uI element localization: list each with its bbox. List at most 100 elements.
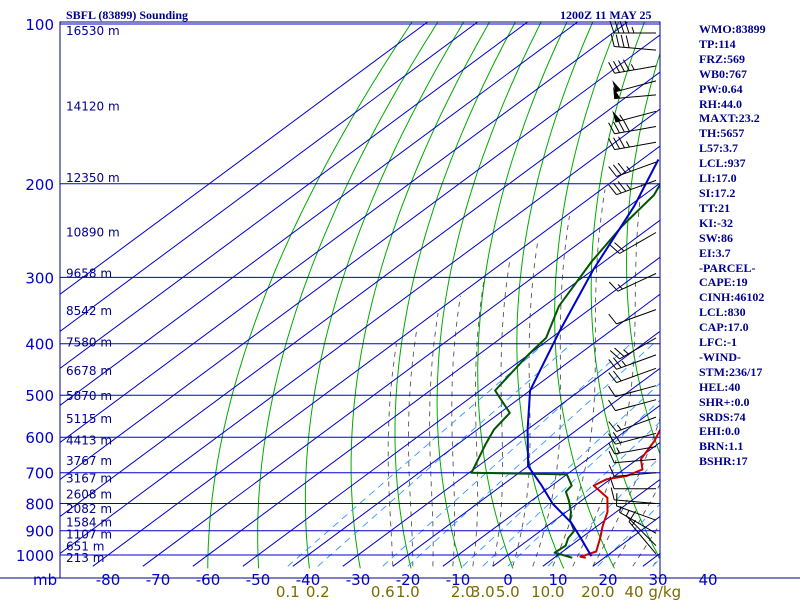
stat-item: LCL:937 [699, 156, 746, 171]
mixing-ratio-label: 1.0 [396, 583, 420, 600]
wind-barb-flag [608, 421, 617, 432]
wind-barb-flag [608, 450, 615, 464]
wind-barb [609, 476, 656, 490]
wind-barb-flag [614, 20, 620, 34]
stat-item: TP:114 [699, 36, 736, 51]
mixing-ratio-label: 10.0 [531, 583, 564, 600]
isotherm-line [60, 22, 529, 369]
wind-barb-staff [616, 161, 657, 177]
temperature-tick-label: -70 [146, 571, 171, 589]
moist-adiabat-line [552, 189, 606, 567]
temperature-line [579, 427, 660, 559]
wind-barb-flag [613, 137, 621, 149]
height-label: 2608 m [66, 488, 112, 502]
stat-item: STM:236/17 [699, 364, 763, 379]
isotherm-line [60, 22, 479, 332]
wind-barb-flag [620, 34, 625, 48]
wind-barb-halfflag [626, 166, 631, 172]
wind-barb-staff [616, 354, 657, 370]
wind-barb [609, 232, 657, 254]
wind-barb-halfflag [626, 184, 631, 190]
stat-item: WMO:83899 [699, 22, 766, 36]
height-label: 3767 m [66, 454, 112, 468]
height-label: 16530 m [66, 24, 120, 38]
wind-barb-flag [609, 476, 615, 489]
stat-item: RH:44.0 [699, 96, 742, 111]
wind-barb-staff [614, 46, 657, 51]
wind-barb-flag [608, 313, 617, 325]
wind-barb [608, 416, 657, 432]
isotherm-line [342, 330, 660, 567]
wind-barb-staff [614, 499, 657, 504]
mixing-ratio-label: 0.6 [371, 583, 395, 600]
wind-barb-flag [608, 372, 617, 383]
wind-barb-staff [617, 273, 657, 292]
height-label: 14120 m [66, 100, 120, 114]
wind-barb [608, 136, 657, 151]
temperature-tick-label: 40 [698, 571, 717, 589]
wind-barb-flag [614, 347, 625, 357]
dry-adiabat-line [394, 22, 516, 569]
stat-item: HEL:40 [699, 379, 741, 394]
height-label: 12350 m [66, 171, 120, 185]
pressure-tick-label: 400 [25, 336, 54, 354]
height-label: 10890 m [66, 226, 120, 240]
mixing-ratio-label: 0.2 [306, 583, 330, 600]
wind-barb-flag [608, 61, 616, 74]
stat-item: SW:86 [699, 230, 734, 245]
wind-barb-flag [618, 60, 625, 72]
wind-barb-halfflag [631, 519, 636, 526]
stat-item: -WIND- [699, 349, 741, 364]
wind-barb-flag [622, 59, 630, 71]
wind-barb-flag [608, 359, 617, 370]
wind-barb [608, 119, 657, 135]
wind-barb-staff [615, 110, 657, 123]
wind-barb-flag [619, 20, 625, 34]
mixing-ratio-line [287, 343, 545, 567]
isotherm-line [492, 441, 660, 567]
wind-barb-staff [614, 458, 657, 464]
stat-item: SHR+:0.0 [699, 394, 750, 409]
stat-item: TH:5657 [699, 126, 745, 141]
temperature-tick-label: -60 [196, 571, 221, 589]
stat-item: L57:3.7 [699, 141, 738, 156]
wind-barb-staff [628, 521, 657, 555]
stat-item: BRN:1.1 [699, 439, 744, 454]
mixing-ratio-label: 2.0 [451, 583, 475, 600]
wind-barb-pennant [612, 110, 622, 123]
wind-barb [609, 337, 657, 360]
wind-barb-flag [613, 61, 621, 73]
stat-item: SI:17.2 [699, 185, 736, 200]
wind-barb-flag [613, 182, 622, 194]
temperature-tick-label: -40 [296, 571, 321, 589]
wind-barb-staff [615, 399, 657, 412]
wind-barb-staff [614, 446, 657, 455]
wind-barb-flag [622, 119, 630, 132]
wind-barb [608, 161, 657, 177]
wind-barb-flag [609, 244, 620, 254]
height-label: 1107 m [66, 528, 112, 542]
temperature-tick-label: -80 [96, 571, 121, 589]
wind-barb-pennant [613, 86, 621, 99]
stat-item: -PARCEL- [699, 260, 756, 275]
wind-barb-flag [609, 20, 615, 34]
pressure-tick-label: 500 [25, 387, 54, 405]
wind-barb-flag [608, 442, 616, 455]
wind-barb-flag [612, 432, 621, 444]
sounding-series [470, 159, 660, 559]
wind-barb-staff [616, 367, 657, 384]
pressure-tick-label: 800 [25, 496, 54, 514]
wind-barb-flag [617, 162, 627, 174]
wind-barb-staff [615, 80, 657, 93]
plot-frame [0, 21, 800, 579]
wind-barb-flag [610, 34, 615, 47]
wind-barbs [608, 20, 657, 555]
stat-item: EI:3.7 [699, 245, 731, 260]
temperature-tick-label: 0 [503, 571, 513, 589]
wind-barb-staff [619, 337, 657, 360]
wind-barb [608, 399, 657, 412]
dry-adiabat-line [625, 51, 660, 456]
isotherm-line [392, 367, 660, 567]
height-label: 2082 m [66, 502, 112, 516]
